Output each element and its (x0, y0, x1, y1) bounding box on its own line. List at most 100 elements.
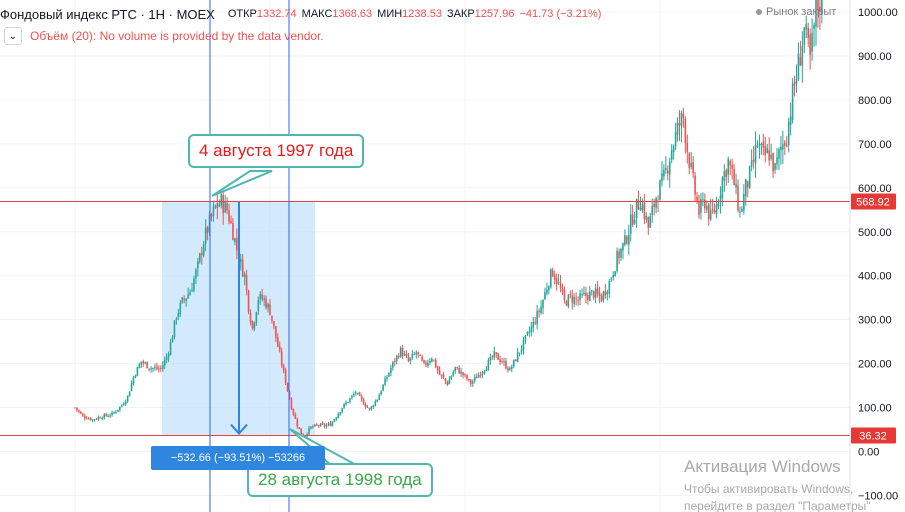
candle (179, 300, 182, 317)
candle-body (216, 203, 219, 208)
candle (388, 372, 390, 378)
candle (596, 281, 599, 298)
candle-body (360, 395, 363, 400)
candle-body (509, 367, 511, 371)
candle-body (241, 259, 244, 277)
candle-body (793, 81, 796, 86)
candle-body (306, 434, 308, 436)
bottom-date-callout[interactable]: 28 августа 1998 года (247, 463, 433, 497)
candle-body (612, 275, 614, 278)
candle (659, 179, 661, 201)
candle (152, 367, 154, 373)
candle-body (672, 146, 675, 153)
candle-body (85, 418, 88, 420)
candle (780, 135, 782, 165)
candle-body (516, 352, 519, 362)
candle (684, 116, 687, 154)
candle-body (639, 207, 642, 211)
candle-body (417, 351, 419, 355)
low-label: МИН (377, 8, 403, 20)
candle-body (438, 369, 441, 375)
candle-body (735, 183, 737, 188)
candle-body (335, 417, 338, 420)
candle (434, 357, 437, 369)
candle-body (300, 428, 302, 435)
candle-body (442, 375, 445, 378)
candle (452, 369, 455, 377)
candle-body (454, 367, 457, 372)
candle-body (351, 395, 353, 398)
candle (548, 285, 550, 295)
candle-body (452, 371, 455, 376)
candle-body (741, 208, 743, 212)
candle (103, 413, 106, 420)
symbol-title[interactable]: Фондовый индекс РТС · 1Н · MOEX (0, 6, 215, 22)
candle-body (579, 293, 581, 300)
candle (538, 308, 540, 318)
candle (390, 364, 392, 377)
candle-body (169, 342, 172, 355)
candle (741, 206, 743, 212)
candle (620, 247, 622, 261)
price-axis[interactable]: −100.00 0.00 100.00 200.00 300.00 400.00 500.0… (849, 0, 898, 512)
candle (610, 277, 613, 282)
candle-body (372, 405, 375, 407)
candle-body (618, 251, 620, 259)
candle-body (528, 331, 531, 333)
candle-body (247, 290, 250, 312)
candle (101, 416, 104, 421)
candle (243, 271, 246, 286)
candle (423, 359, 425, 365)
candle-body (156, 366, 158, 369)
candle-body (236, 237, 238, 251)
candle-body (774, 163, 776, 170)
candle (144, 361, 146, 365)
candle-body (505, 361, 507, 369)
candle-body (655, 198, 657, 208)
candle-body (142, 361, 145, 364)
candle-body (134, 375, 137, 378)
candle (78, 409, 80, 414)
candle (670, 144, 673, 164)
candle (524, 335, 527, 345)
candle (314, 423, 316, 427)
candle (134, 374, 137, 379)
candle-body (682, 113, 685, 118)
peak-date-callout[interactable]: 4 августа 1997 года (188, 134, 365, 168)
candle (565, 299, 568, 306)
candle (813, 22, 815, 47)
candle-body (633, 219, 636, 224)
candle (317, 424, 320, 428)
candle-body (776, 157, 778, 165)
candle-body (251, 320, 254, 329)
candle-body (596, 288, 599, 294)
candle (347, 401, 349, 403)
market-status-label: Рынок закрыт (766, 6, 837, 18)
close-label: ЗАКР (446, 8, 475, 20)
candle (573, 293, 575, 307)
candle-body (230, 220, 232, 223)
candle (700, 192, 702, 220)
candle-body (663, 169, 665, 177)
candle (185, 298, 187, 307)
candle-body (358, 392, 361, 396)
chevron-down-icon[interactable]: ⌄ (4, 27, 22, 45)
candle-body (661, 173, 663, 182)
candle-body (119, 406, 121, 410)
candle (286, 382, 289, 393)
candle-body (690, 162, 692, 167)
candle-body (362, 399, 365, 405)
candle-body (126, 395, 129, 401)
candle (249, 309, 252, 326)
candle-body (325, 425, 328, 427)
candle (551, 267, 554, 278)
candle (409, 357, 412, 365)
candle-body (647, 217, 650, 228)
candle (323, 422, 326, 429)
drawing-overlays[interactable] (0, 0, 850, 512)
candle-body (760, 144, 763, 146)
candle (581, 288, 583, 298)
candle-body (629, 214, 632, 234)
candle-body (204, 227, 207, 244)
